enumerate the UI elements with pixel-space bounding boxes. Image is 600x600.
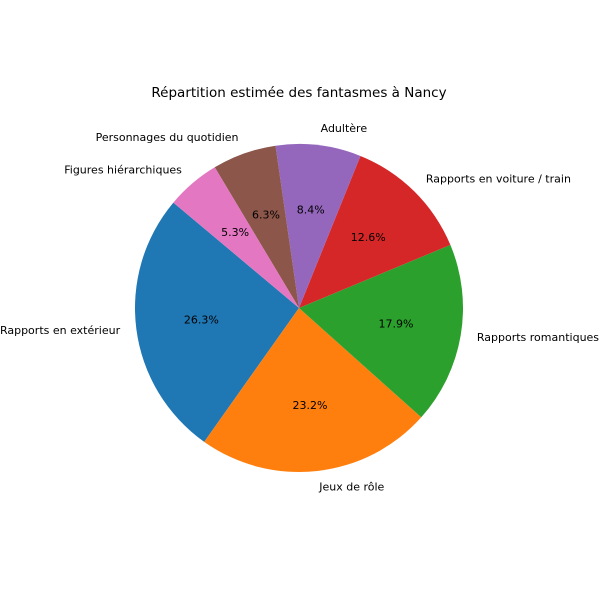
- slice-label: Rapports romantiques: [477, 331, 599, 344]
- slice-label: Jeux de rôle: [318, 480, 384, 493]
- pie-slice: [173, 167, 299, 308]
- pie-slice: [275, 143, 361, 308]
- slice-label: Figures hiérarchiques: [64, 164, 182, 177]
- value-label: 6.3%: [252, 208, 280, 221]
- pie-slice: [299, 155, 451, 308]
- value-label: 26.3%: [184, 314, 219, 327]
- slice-label: Rapports en voiture / train: [426, 173, 571, 186]
- slice-label: Rapports en extérieur: [0, 324, 121, 337]
- value-label: 12.6%: [351, 231, 386, 244]
- pie-slice: [204, 308, 422, 472]
- pie-slice: [299, 244, 463, 418]
- value-label: 8.4%: [297, 203, 325, 216]
- pie-slice: [135, 202, 299, 442]
- slice-label: Adultère: [321, 122, 368, 135]
- value-label: 17.9%: [379, 317, 414, 330]
- value-label: 23.2%: [293, 399, 328, 412]
- value-label: 5.3%: [221, 226, 249, 239]
- slice-label: Personnages du quotidien: [96, 131, 239, 144]
- pie-slice: [214, 145, 299, 308]
- chart-title: Répartition estimée des fantasmes à Nanc…: [151, 85, 446, 101]
